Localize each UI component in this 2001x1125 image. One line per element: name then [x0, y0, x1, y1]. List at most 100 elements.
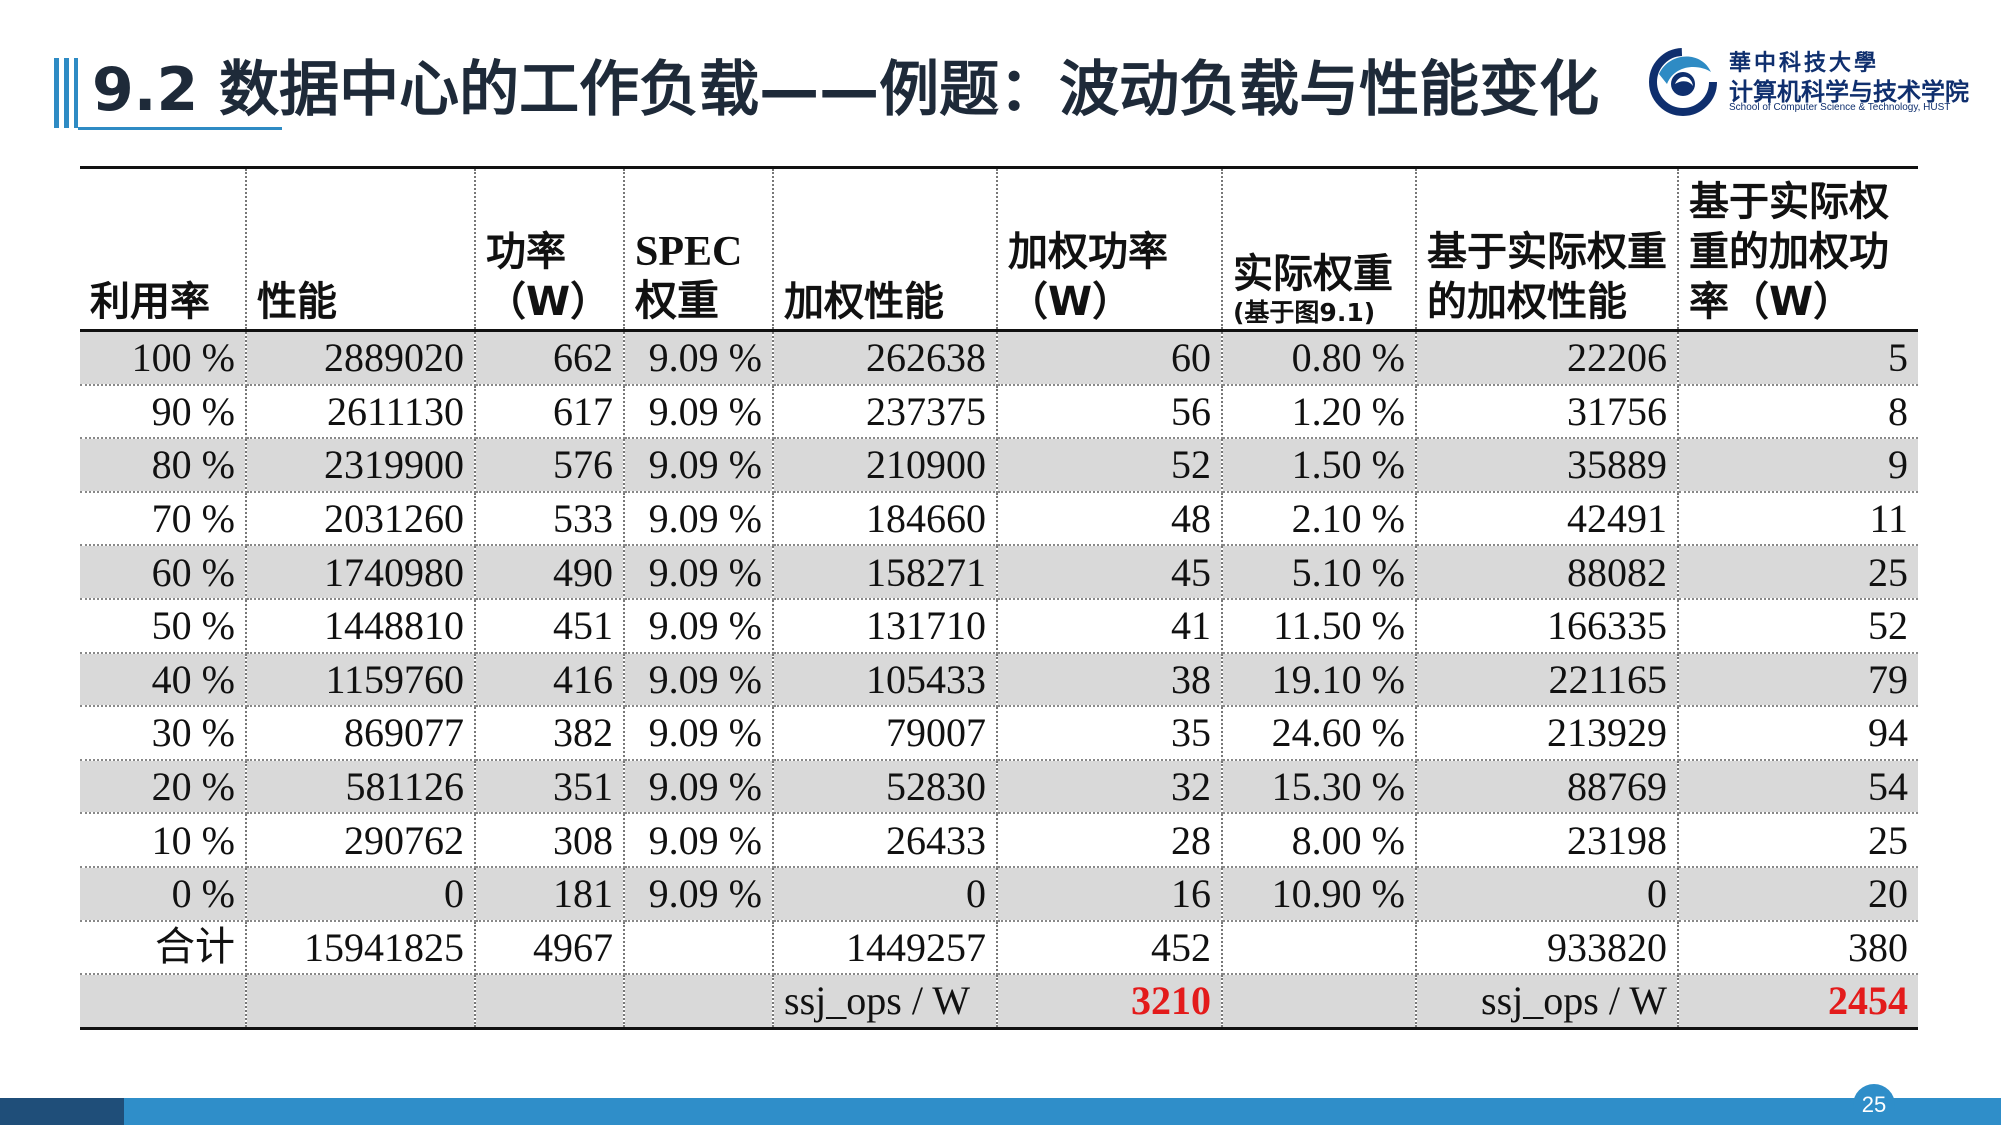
cell-actual-weighted-performance: 0 — [1415, 866, 1679, 922]
workload-table: 利用率 性能 功率（W） SPEC权重 加权性能 加权功率（W） 实际权重 (基… — [80, 166, 1918, 1030]
cell-utilization: 40 % — [80, 652, 247, 708]
cell-weighted-performance: 184660 — [772, 491, 998, 547]
cell-weighted-performance: 79007 — [772, 706, 998, 761]
total-actual-weight — [1221, 920, 1417, 976]
cell-actual-weighted-performance: 88082 — [1415, 545, 1679, 600]
cell-actual-weighted-performance: 31756 — [1415, 384, 1679, 440]
hust-emblem-icon — [1649, 48, 1717, 116]
empty-cell — [623, 974, 774, 1029]
cell-performance: 0 — [245, 866, 476, 922]
title-decoration-bar — [74, 58, 78, 128]
cell-utilization: 60 % — [80, 545, 247, 600]
cell-weighted-power: 56 — [996, 384, 1223, 440]
cell-performance: 2889020 — [245, 330, 476, 386]
cell-spec-weight: 9.09 % — [623, 330, 774, 386]
footer-bar — [0, 1098, 2001, 1125]
total-actual-weighted-power: 380 — [1677, 920, 1918, 976]
cell-actual-weight: 19.10 % — [1221, 652, 1417, 708]
cell-utilization: 30 % — [80, 706, 247, 761]
cell-actual-weighted-power: 11 — [1677, 491, 1918, 547]
cell-power: 617 — [474, 384, 625, 440]
cell-spec-weight: 9.09 % — [623, 652, 774, 708]
cell-spec-weight: 9.09 % — [623, 759, 774, 815]
cell-spec-weight: 9.09 % — [623, 438, 774, 493]
cell-weighted-power: 45 — [996, 545, 1223, 600]
cell-utilization: 70 % — [80, 491, 247, 547]
table-header-row: 利用率 性能 功率（W） SPEC权重 加权性能 加权功率（W） 实际权重 (基… — [80, 167, 1918, 332]
column-header-actual-weight: 实际权重 (基于图9.1) — [1221, 167, 1417, 332]
cell-weighted-power: 28 — [996, 813, 1223, 868]
column-header-actual-weighted-performance: 基于实际权重的加权性能 — [1415, 167, 1679, 332]
cell-actual-weight: 10.90 % — [1221, 866, 1417, 922]
cell-power: 576 — [474, 438, 625, 493]
column-header-weighted-performance: 加权性能 — [772, 167, 998, 332]
cell-weighted-power: 16 — [996, 866, 1223, 922]
cell-performance: 1740980 — [245, 545, 476, 600]
table-row: 100 % 2889020 662 9.09 % 262638 60 0.80 % 22206… — [80, 330, 1918, 386]
table-row: 60 % 1740980 490 9.09 % 158271 45 5.10 % 88082 2… — [80, 545, 1918, 600]
cell-power: 181 — [474, 866, 625, 922]
cell-actual-weighted-performance: 166335 — [1415, 598, 1679, 654]
university-name: 華中科技大學 — [1729, 50, 1880, 76]
cell-actual-weighted-power: 79 — [1677, 652, 1918, 708]
table-row: 30 % 869077 382 9.09 % 79007 35 24.60 % 213929 9… — [80, 706, 1918, 761]
total-power: 4967 — [474, 920, 625, 976]
empty-cell — [1221, 974, 1417, 1029]
cell-weighted-power: 60 — [996, 330, 1223, 386]
cell-actual-weight: 8.00 % — [1221, 813, 1417, 868]
cell-spec-weight: 9.09 % — [623, 545, 774, 600]
cell-power: 382 — [474, 706, 625, 761]
cell-actual-weighted-power: 5 — [1677, 330, 1918, 386]
cell-actual-weighted-performance: 221165 — [1415, 652, 1679, 708]
cell-actual-weighted-power: 25 — [1677, 813, 1918, 868]
table-row: 0 % 0 181 9.09 % 0 16 10.90 % 0 20 — [80, 866, 1918, 922]
cell-actual-weighted-power: 20 — [1677, 866, 1918, 922]
cell-utilization: 100 % — [80, 330, 247, 386]
school-name-english: School of Computer Science & Technology,… — [1729, 102, 1951, 113]
cell-actual-weighted-power: 94 — [1677, 706, 1918, 761]
actual-weight-label: 实际权重 — [1233, 251, 1393, 297]
table-row: 70 % 2031260 533 9.09 % 184660 48 2.10 % 42491 1… — [80, 491, 1918, 547]
column-header-spec-weight: SPEC权重 — [623, 167, 774, 332]
cell-actual-weighted-performance: 88769 — [1415, 759, 1679, 815]
cell-weighted-performance: 105433 — [772, 652, 998, 708]
cell-spec-weight: 9.09 % — [623, 706, 774, 761]
cell-actual-weight: 1.20 % — [1221, 384, 1417, 440]
cell-performance: 581126 — [245, 759, 476, 815]
cell-actual-weighted-performance: 35889 — [1415, 438, 1679, 493]
efficiency-label: ssj_ops / W — [1415, 974, 1679, 1029]
cell-weighted-performance: 52830 — [772, 759, 998, 815]
cell-power: 662 — [474, 330, 625, 386]
cell-actual-weight: 0.80 % — [1221, 330, 1417, 386]
cell-performance: 290762 — [245, 813, 476, 868]
efficiency-label: ssj_ops / W — [772, 974, 998, 1029]
table-body: 100 % 2889020 662 9.09 % 262638 60 0.80 % 22206… — [80, 330, 1918, 1029]
cell-performance: 2611130 — [245, 384, 476, 440]
cell-weighted-performance: 158271 — [772, 545, 998, 600]
school-name: 计算机科学与技术学院 — [1729, 78, 1969, 106]
cell-weighted-power: 32 — [996, 759, 1223, 815]
cell-weighted-power: 52 — [996, 438, 1223, 493]
column-header-weighted-power: 加权功率（W） — [996, 167, 1223, 332]
cell-weighted-power: 48 — [996, 491, 1223, 547]
cell-utilization: 20 % — [80, 759, 247, 815]
cell-weighted-power: 41 — [996, 598, 1223, 654]
cell-power: 308 — [474, 813, 625, 868]
cell-weighted-power: 38 — [996, 652, 1223, 708]
cell-weighted-performance: 26433 — [772, 813, 998, 868]
column-header-utilization: 利用率 — [80, 167, 247, 332]
cell-spec-weight: 9.09 % — [623, 384, 774, 440]
cell-utilization: 0 % — [80, 866, 247, 922]
cell-spec-weight: 9.09 % — [623, 598, 774, 654]
cell-weighted-performance: 237375 — [772, 384, 998, 440]
total-actual-weighted-performance: 933820 — [1415, 920, 1679, 976]
total-performance: 15941825 — [245, 920, 476, 976]
cell-weighted-performance: 210900 — [772, 438, 998, 493]
cell-performance: 2319900 — [245, 438, 476, 493]
cell-actual-weighted-power: 52 — [1677, 598, 1918, 654]
cell-performance: 1159760 — [245, 652, 476, 708]
cell-actual-weighted-performance: 42491 — [1415, 491, 1679, 547]
cell-actual-weighted-performance: 213929 — [1415, 706, 1679, 761]
title-underline — [78, 127, 282, 130]
cell-performance: 1448810 — [245, 598, 476, 654]
